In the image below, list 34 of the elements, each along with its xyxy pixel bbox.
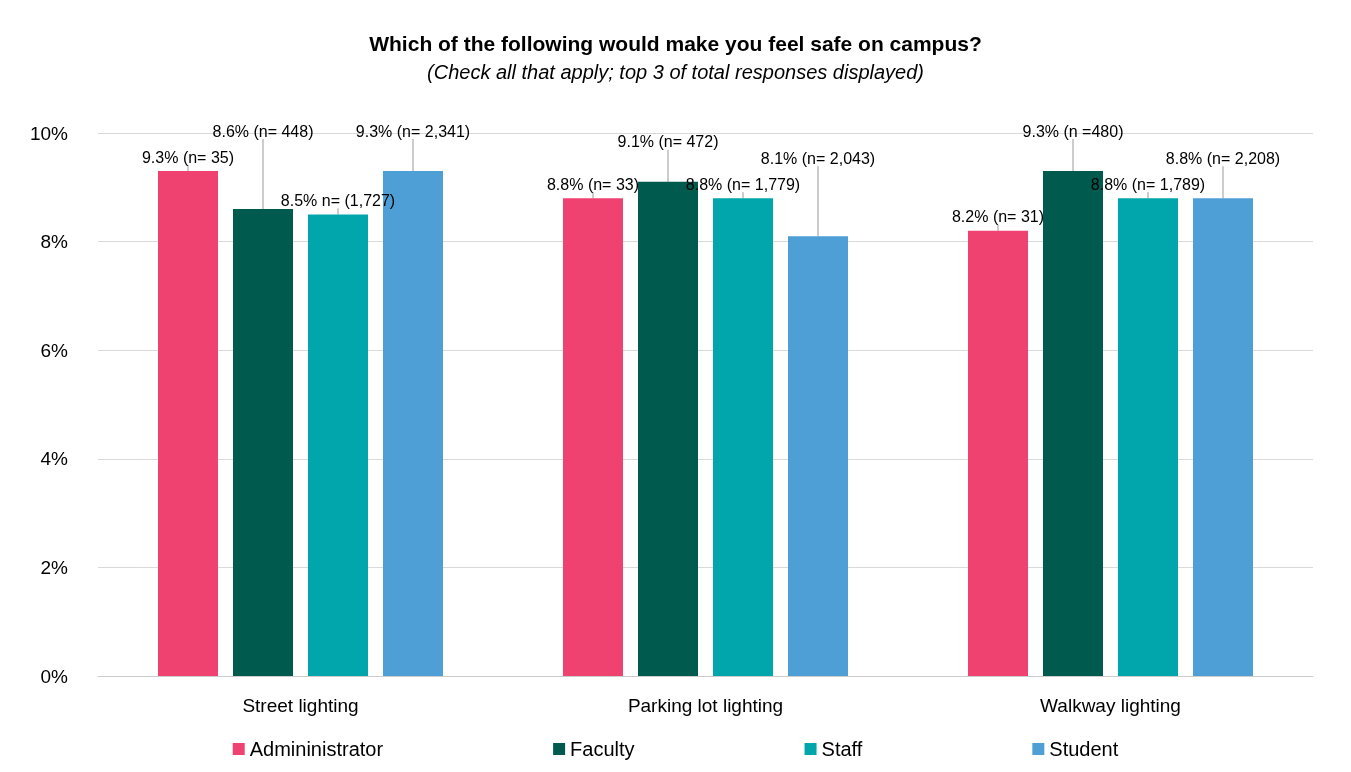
legend-label: Faculty: [570, 738, 635, 760]
data-label: 9.3% (n= 2,341): [355, 122, 471, 140]
data-label: 9.3% (n= 35): [141, 148, 235, 166]
legend-label: Admininistrator: [249, 738, 384, 760]
x-tick-label: Parking lot lighting: [627, 695, 784, 716]
data-label: 8.1% (n= 2,043): [760, 149, 876, 167]
bar: [563, 198, 623, 676]
bar: [308, 214, 368, 676]
y-tick-label: 2%: [40, 556, 69, 578]
y-tick-label: 8%: [40, 231, 69, 253]
bar: [158, 171, 218, 676]
data-label: 9.3% (n =480): [1022, 122, 1124, 140]
bar: [713, 198, 773, 676]
x-tick-label: Walkway lighting: [1040, 695, 1181, 716]
bar: [1193, 198, 1253, 676]
y-tick-label: 0%: [40, 665, 69, 687]
legend-label: Staff: [821, 738, 863, 760]
y-tick-label: 4%: [40, 448, 69, 470]
bar: [1118, 198, 1178, 676]
bar: [968, 230, 1028, 676]
y-tick-label: 6%: [40, 339, 69, 361]
bar: [233, 209, 293, 676]
y-tick-label: 10%: [29, 122, 69, 144]
data-label: 9.1% (n= 472): [617, 133, 719, 151]
chart-title: Which of the following would make you feel safe on campus?: [369, 32, 982, 55]
chart-subtitle: (Check all that apply; top 3 of total responses displayed): [427, 61, 924, 83]
data-label: 8.8% (n= 2,208): [1165, 149, 1281, 167]
data-label: 8.2% (n= 31): [951, 208, 1045, 226]
legend-label: Student: [1049, 738, 1119, 760]
data-label: 8.6% (n= 448): [212, 122, 314, 140]
x-tick-label: Street lighting: [242, 695, 359, 716]
bar: [788, 236, 848, 676]
data-label: 8.8% (n= 1,779): [685, 175, 801, 193]
data-label: 8.8% (n= 33): [546, 175, 640, 193]
